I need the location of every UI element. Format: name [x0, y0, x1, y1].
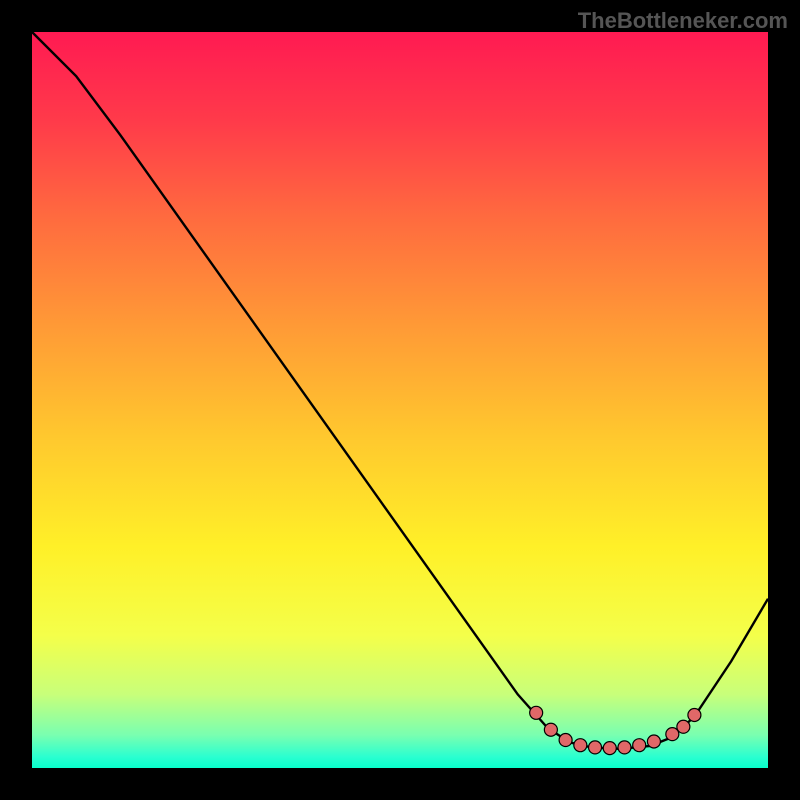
plot-area	[32, 32, 768, 768]
watermark-text: TheBottleneker.com	[578, 8, 788, 34]
curve-marker	[574, 739, 587, 752]
curve-marker	[544, 723, 557, 736]
curve-marker	[677, 720, 690, 733]
curve-marker	[530, 706, 543, 719]
curve-marker	[688, 709, 701, 722]
bottleneck-curve	[32, 32, 768, 749]
curve-marker	[589, 741, 602, 754]
curve-marker	[618, 741, 631, 754]
curve-marker	[603, 742, 616, 755]
marker-group	[530, 706, 701, 754]
curve-marker	[633, 739, 646, 752]
curve-marker	[559, 734, 572, 747]
curve-marker	[647, 735, 660, 748]
curve-layer	[32, 32, 768, 768]
